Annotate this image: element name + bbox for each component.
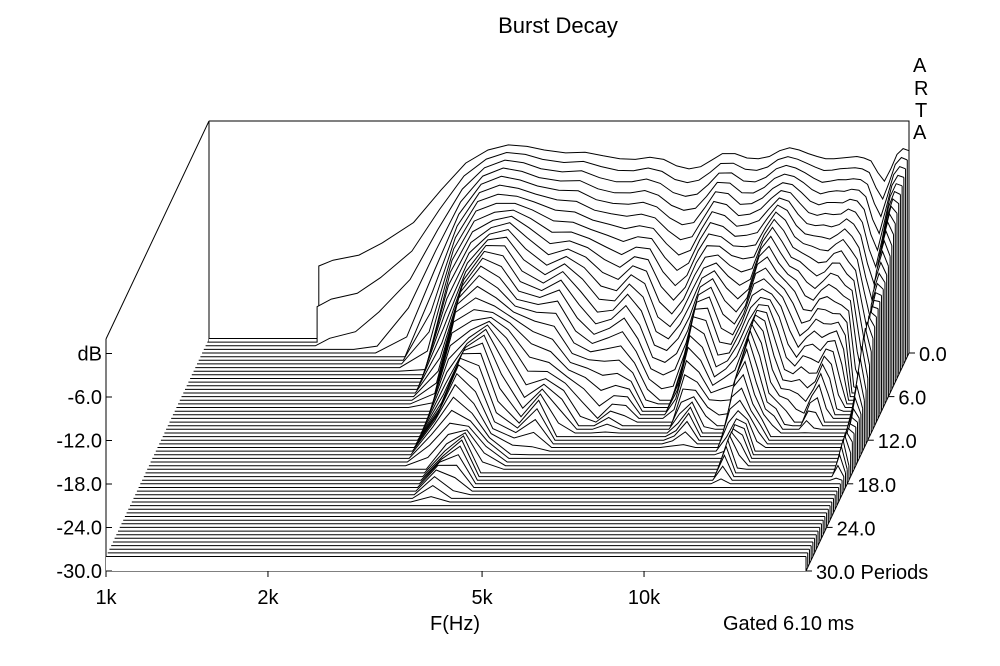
slice-line	[136, 469, 837, 492]
y-tick-label: -18.0	[56, 474, 102, 496]
slice-line	[140, 454, 841, 485]
slice-line	[148, 429, 850, 467]
slice-line	[186, 244, 888, 388]
y-tick-label: -24.0	[56, 518, 102, 540]
slice-fill	[159, 364, 860, 459]
slice-line	[143, 439, 845, 478]
slice-fill	[142, 446, 843, 495]
slice-line	[203, 167, 905, 350]
y-tick-label: -12.0	[56, 431, 102, 453]
slice-line	[205, 159, 906, 347]
slice-line	[193, 215, 894, 372]
slice-line	[155, 383, 857, 452]
slice-line	[133, 485, 834, 499]
x-tick-label: 10k	[628, 587, 661, 609]
slice-line	[154, 396, 855, 456]
slice-line	[198, 193, 900, 361]
slice-line	[152, 409, 853, 459]
slice-line	[150, 422, 852, 463]
slice-fill	[150, 423, 851, 477]
gated-annotation: Gated 6.10 ms	[723, 613, 854, 635]
slice-line	[131, 496, 832, 503]
slice-line	[162, 352, 864, 438]
axis-labels: 1k 2k 5k 10k dB -6.0 -12.0 -18.0 -24.0 -30.0 0.0 6.…	[56, 344, 946, 610]
slice-line	[145, 435, 846, 474]
slice-fill	[143, 440, 844, 492]
axis-ticks	[105, 352, 915, 577]
x-tick-label: 1k	[95, 587, 117, 609]
slice-line	[142, 445, 843, 481]
slice-line	[164, 342, 865, 434]
z-tick-label: 12.0	[878, 431, 917, 453]
slice-line	[138, 464, 839, 488]
slice-line	[202, 175, 903, 354]
slice-fill	[145, 435, 846, 488]
slice-line	[147, 432, 848, 470]
slice-fill	[148, 429, 849, 481]
slice-line	[188, 236, 889, 383]
slice-line	[157, 372, 858, 448]
slice-line	[209, 144, 910, 339]
arta-logo: A R T A	[913, 55, 928, 144]
chart-title: Burst Decay	[498, 13, 618, 38]
slice-line	[207, 151, 908, 343]
slice-line	[135, 475, 836, 496]
slice-line	[159, 364, 860, 445]
x-tick-label: 5k	[472, 587, 494, 609]
slice-line	[167, 328, 869, 427]
z-tick-label: 24.0	[837, 518, 876, 540]
slice-line	[171, 320, 872, 420]
y-tick-label: -30.0	[56, 561, 102, 583]
slice-line	[191, 222, 893, 376]
logo-letter: T	[915, 100, 927, 122]
z-tick-label: 0.0	[919, 344, 947, 366]
slice-fill	[106, 556, 806, 571]
z-tick-label: 30.0 Periods	[816, 562, 928, 584]
decay-slices	[106, 144, 910, 571]
y-tick-label: -6.0	[68, 387, 102, 409]
logo-letter: A	[913, 122, 927, 144]
x-axis-title: F(Hz)	[430, 613, 480, 635]
logo-letter: A	[913, 55, 927, 77]
slice-line	[197, 202, 898, 365]
slice-line	[195, 209, 896, 369]
slice-line	[160, 357, 862, 441]
slice-line	[172, 316, 874, 416]
x-tick-label: 2k	[257, 587, 279, 609]
y-tick-label: dB	[78, 344, 102, 366]
z-tick-label: 18.0	[857, 475, 896, 497]
logo-letter: R	[914, 78, 928, 100]
slice-line	[166, 334, 867, 430]
slice-fill	[160, 358, 861, 455]
slice-line	[169, 324, 870, 423]
slice-fill	[147, 432, 848, 484]
slice-line	[185, 250, 886, 391]
z-tick-label: 6.0	[898, 388, 926, 410]
slice-line	[190, 228, 891, 379]
slice-line	[200, 184, 901, 358]
